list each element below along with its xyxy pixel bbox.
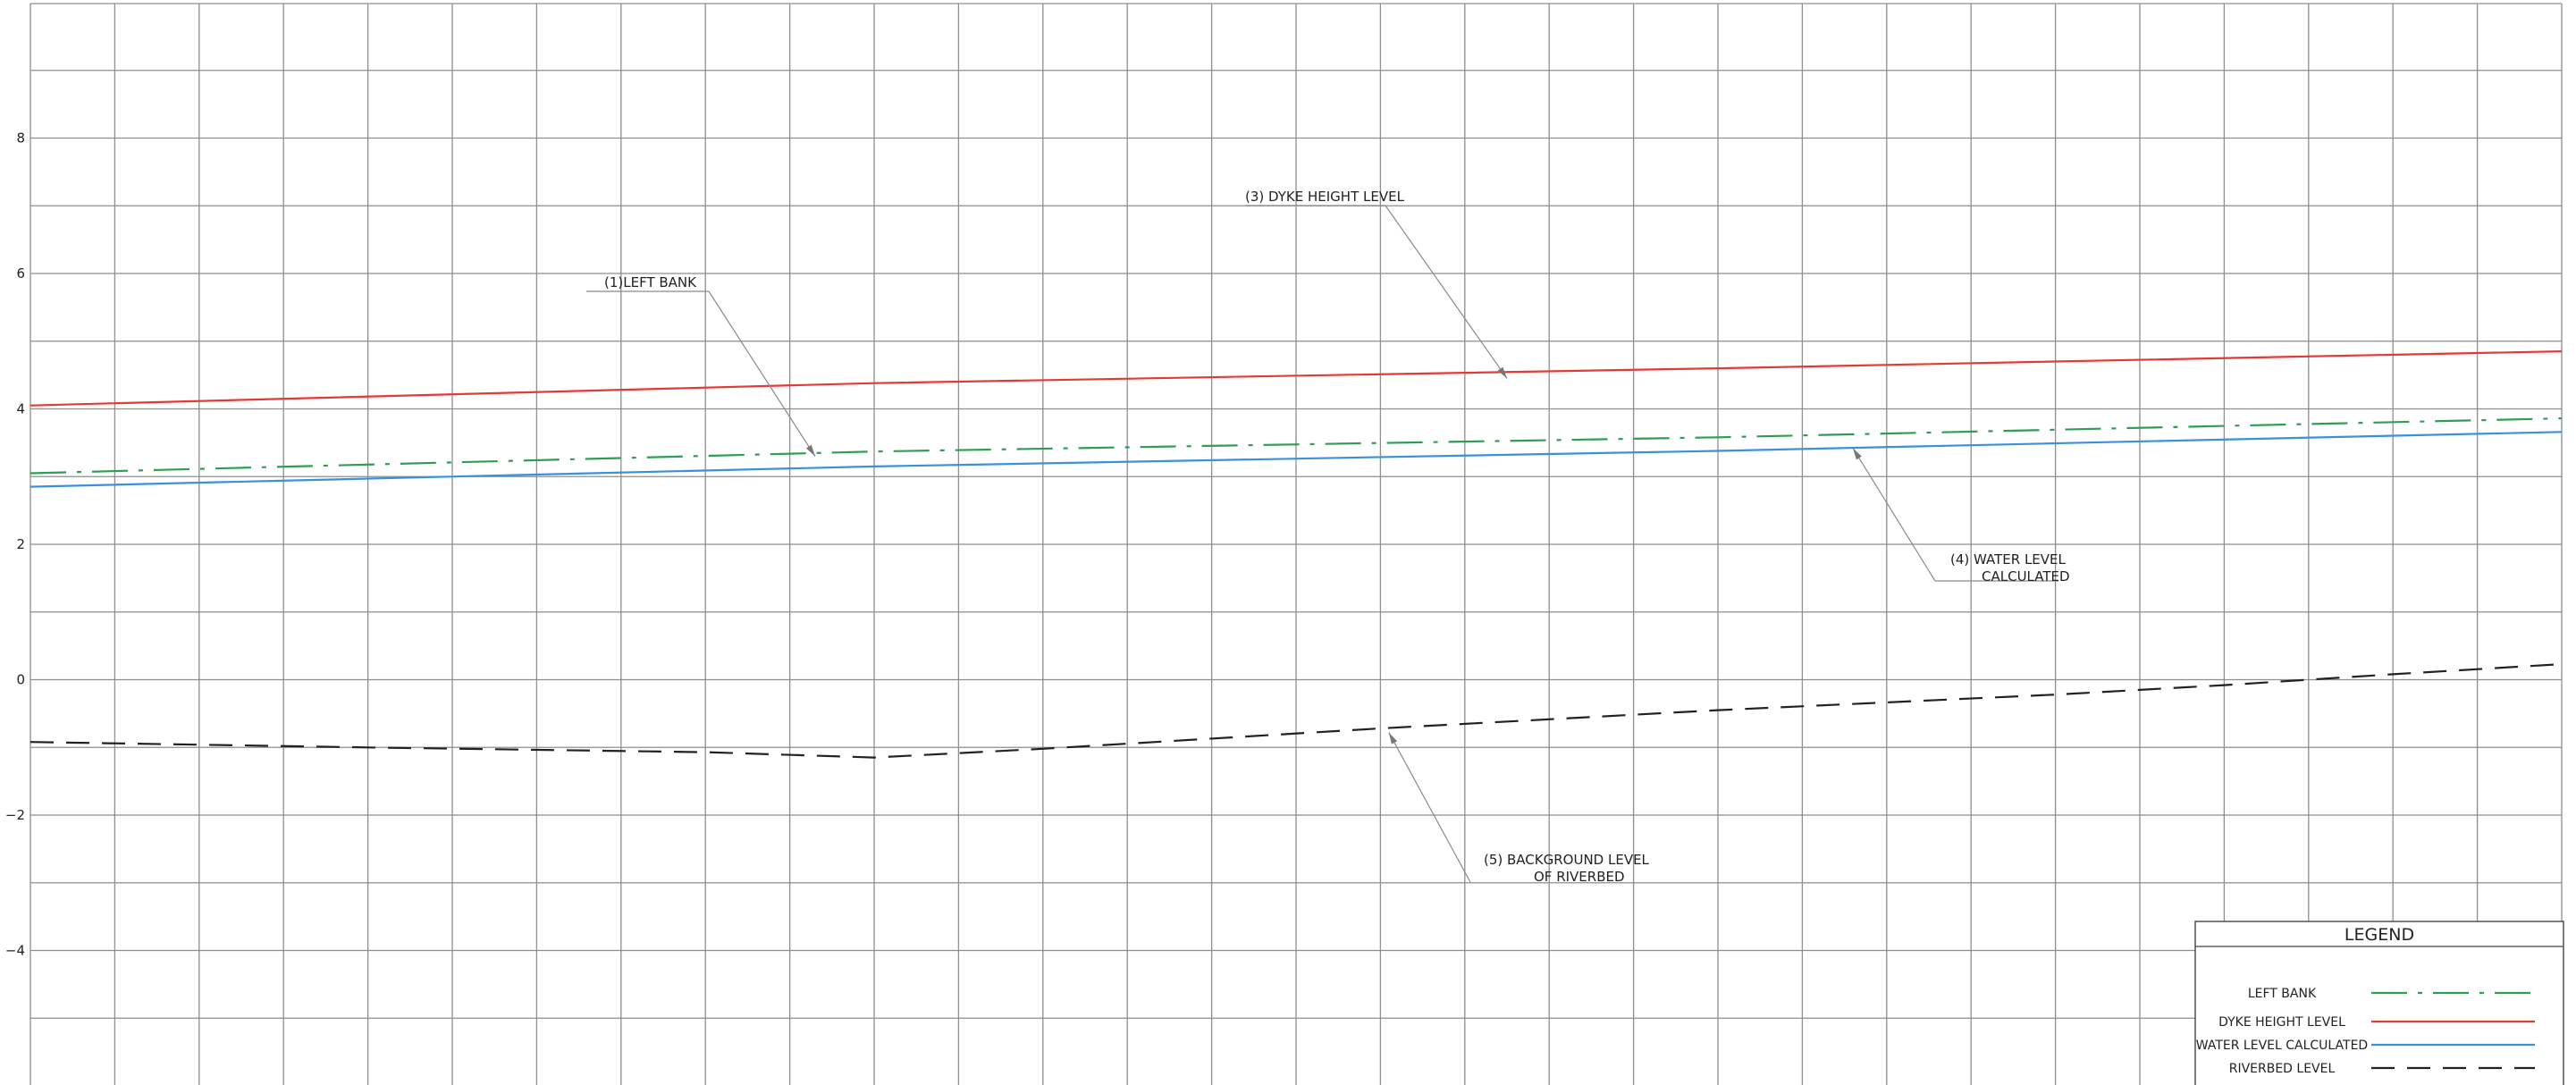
legend-title: LEGEND [2344, 925, 2414, 945]
annotation-leader [1388, 732, 1471, 883]
legend-entry-label: LEFT BANK [2248, 987, 2317, 1001]
legend-entry-label: DYKE HEIGHT LEVEL [2218, 1015, 2345, 1030]
annotation-leader [1852, 448, 1936, 582]
y-tick-label: −4 [5, 943, 25, 959]
y-tick-labels: 8 6 4 2 0 −2 −4 [5, 130, 25, 959]
series-group [29, 350, 2563, 759]
y-tick-label: 0 [16, 672, 25, 688]
annotation-label: (3) DYKE HEIGHT LEVEL [1245, 189, 1405, 205]
legend-box [2194, 921, 2564, 1085]
annotation-label: (4) WATER LEVEL [1950, 551, 2067, 568]
annotation-label: CALCULATED [1982, 568, 2070, 585]
y-tick-label: 8 [16, 130, 25, 147]
annotation-leader [708, 290, 816, 457]
y-tick-label: 4 [16, 401, 25, 417]
y-tick-label: 2 [16, 536, 25, 552]
legend-entry-label: RIVERBED LEVEL [2229, 1062, 2336, 1076]
annotation-arrowhead [805, 444, 815, 457]
legend-entry-label: WATER LEVEL CALCULATED [2196, 1039, 2368, 1053]
annotation-arrowhead [1853, 448, 1862, 460]
annotations: (1)LEFT BANK (3) DYKE HEIGHT LEVEL (4) WAT… [586, 189, 2070, 885]
annotation-arrowhead [1388, 732, 1398, 744]
y-tick-label: 6 [16, 265, 25, 282]
annotation-label: (5) BACKGROUND LEVEL [1484, 852, 1650, 868]
annotation: (1)LEFT BANK [586, 274, 816, 457]
grid [29, 3, 2563, 1085]
series-line-dyke-height-level [29, 350, 2563, 407]
series-line-water-level-calculated [29, 431, 2563, 488]
annotation-label: (1)LEFT BANK [604, 274, 697, 290]
annotation-arrowhead [1497, 366, 1507, 379]
annotation-leader [1385, 205, 1508, 379]
annotation-label: OF RIVERBED [1534, 869, 1625, 885]
y-tick-label: −2 [5, 807, 25, 823]
legend: LEGEND LEFT BANK DYKE HEIGHT LEVEL WATER LE… [2194, 921, 2564, 1085]
annotation: (3) DYKE HEIGHT LEVEL [1245, 189, 1508, 379]
series-line-left-bank [29, 417, 2563, 475]
